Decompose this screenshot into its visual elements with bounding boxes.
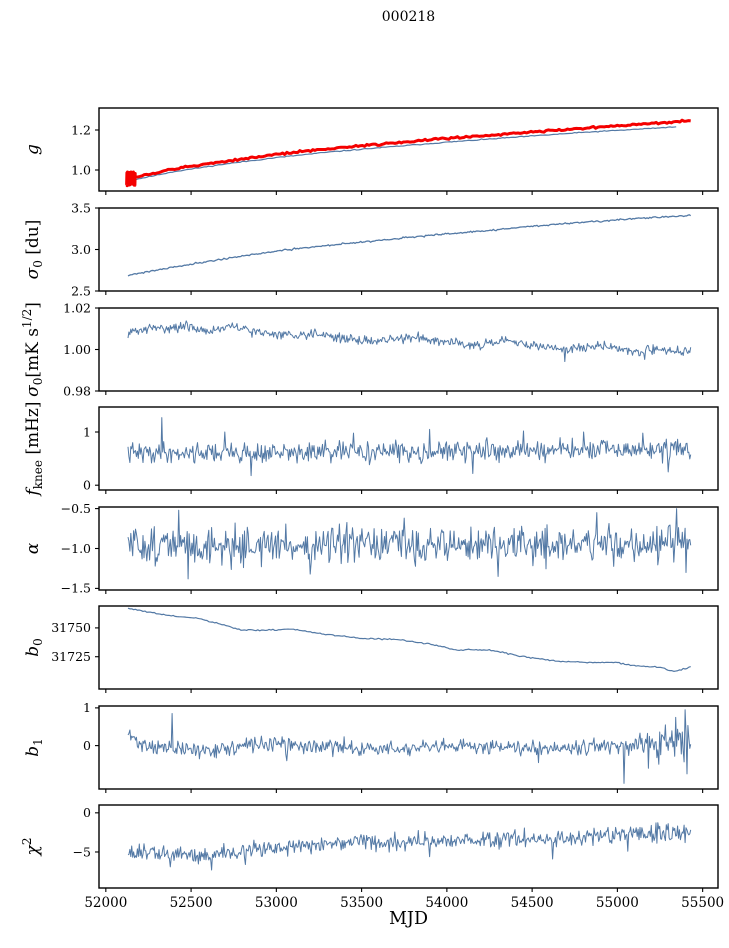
panel-alpha: −0.5 −1.0 −1.5 α <box>23 501 719 596</box>
y-tick-label: −1.5 <box>61 581 91 596</box>
series-chi2 <box>127 822 692 871</box>
x-tick-label: 55000 <box>596 895 639 911</box>
y-tick-label: 1.0 <box>71 162 91 177</box>
y-axis-label-g: g <box>23 144 43 155</box>
panel-frame-g <box>98 107 719 192</box>
y-tick-label: −1.0 <box>61 541 91 556</box>
y-tick-label: 0.98 <box>63 383 91 398</box>
y-tick-label: 3.0 <box>71 242 91 257</box>
x-axis-label: MJD <box>389 909 428 929</box>
panel-frame-b1 <box>98 705 719 790</box>
y-tick-label: 1.2 <box>71 122 91 137</box>
panel-frame-sigma0-du <box>98 207 719 292</box>
y-tick-label: 1 <box>83 700 91 715</box>
y-tick-label: −0.5 <box>61 501 91 516</box>
y-tick-label: 0 <box>83 478 91 493</box>
series-g-fit-blue <box>127 126 677 182</box>
panel-fknee: 0 1 fknee [mHz] <box>23 401 719 498</box>
series-alpha <box>127 508 692 580</box>
series-fknee <box>127 417 692 477</box>
x-tick-label: 54500 <box>511 895 554 911</box>
series-sigma0-du <box>127 214 692 277</box>
x-tick-label: 55500 <box>681 895 724 911</box>
panel-sigma0-mks: 0.98 1.00 1.02 σ0[mK s1/2] <box>20 300 719 398</box>
y-tick-label: −5 <box>73 844 91 859</box>
panel-b0: 31750 31725 b0 <box>23 605 719 693</box>
panel-g: 1.0 1.2 g <box>23 107 719 195</box>
y-axis-label-chi2: χ2 <box>20 838 43 857</box>
y-axis-label-alpha: α <box>23 542 43 554</box>
panel-chi2: 0 −5 52000 52500 53000 53500 54000 54500 55000 55… <box>20 804 724 911</box>
series-b1 <box>127 709 692 784</box>
figure-title: 000218 <box>381 9 436 25</box>
y-axis-label-b1: b1 <box>23 738 45 757</box>
y-axis-label-sigma0-mks: σ0[mK s1/2] <box>20 302 45 397</box>
panel-sigma0-du: 2.5 3.0 3.5 σ0 [du] <box>23 200 719 298</box>
y-axis-label-sigma0-du: σ0 [du] <box>23 220 45 280</box>
y-tick-label: 3.5 <box>71 200 91 215</box>
y-tick-label: 0 <box>83 738 91 753</box>
y-tick-label: 1.02 <box>63 300 91 315</box>
series-b0 <box>127 607 691 672</box>
panel-frame-b0 <box>98 605 719 690</box>
x-tick-label: 52000 <box>84 895 127 911</box>
series-g-overlay-red <box>125 118 691 188</box>
y-tick-label: 2.5 <box>71 283 91 298</box>
panel-b1: 1 0 b1 <box>23 700 719 793</box>
panel-frame-sigma0-mks <box>98 307 719 392</box>
x-tick-label: 53000 <box>255 895 298 911</box>
series-sigma0-mks <box>127 320 692 363</box>
y-tick-label: 31750 <box>51 620 91 635</box>
y-tick-label: 31725 <box>51 649 91 664</box>
x-tick-label: 53500 <box>340 895 383 911</box>
y-axis-label-fknee: fknee [mHz] <box>23 401 45 497</box>
x-tick-label: 52500 <box>170 895 213 911</box>
y-tick-label: 1.00 <box>63 342 91 357</box>
panel-frame-chi2 <box>98 804 719 889</box>
x-tick-label: 54000 <box>425 895 468 911</box>
y-tick-label: 1 <box>83 424 91 439</box>
panel-frame-fknee <box>98 406 719 491</box>
y-tick-label: 0 <box>83 805 91 820</box>
y-axis-label-b0: b0 <box>23 638 45 657</box>
